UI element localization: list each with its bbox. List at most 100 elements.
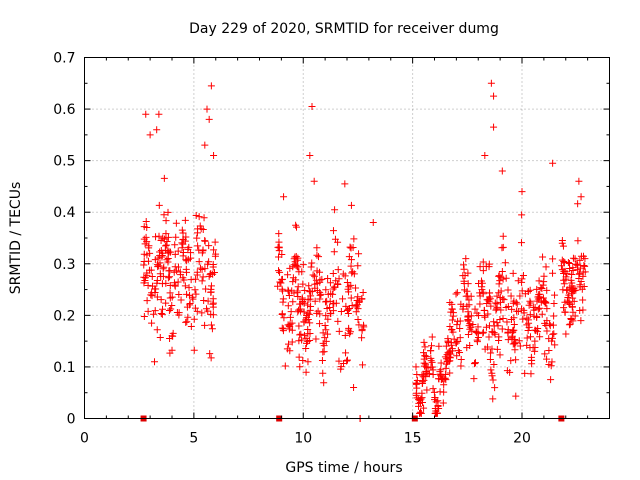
data-point [171,241,179,249]
data-point [574,237,582,245]
data-point [545,346,553,354]
data-point [486,289,494,297]
data-point [182,256,190,264]
data-point [142,218,150,226]
data-point [313,244,321,252]
data-point [500,296,508,304]
data-point [565,299,573,307]
data-point [308,259,316,267]
data-point [318,275,326,283]
data-point [306,319,314,327]
x-tick-label: 15 [404,431,422,447]
data-point [454,347,462,355]
data-point [155,262,163,270]
data-point [183,318,191,326]
data-point [166,282,174,290]
data-point [490,329,498,337]
data-point [442,364,450,372]
data-point [456,348,464,356]
data-point [499,232,507,240]
data-point [347,201,355,209]
data-point [354,293,362,301]
data-point [360,323,368,331]
data-point [479,329,487,337]
data-point [471,359,479,367]
data-point [491,384,499,392]
data-point [343,357,351,365]
data-point [355,297,363,305]
data-point [284,302,292,310]
data-point [143,224,151,232]
data-point [469,320,477,328]
data-point [162,217,170,225]
data-point [459,272,467,280]
data-point [546,322,554,330]
data-point [575,177,583,185]
data-point [482,262,490,270]
data-point [274,243,282,251]
data-point [161,242,169,250]
data-point [512,356,520,364]
data-point [199,246,207,254]
data-point [143,271,151,279]
data-point [504,336,512,344]
data-point [155,110,163,118]
y-tick-label: 0.2 [53,308,75,324]
data-point [162,299,170,307]
data-point [330,299,338,307]
data-point [417,408,425,416]
data-point [434,402,442,410]
data-point [179,248,187,256]
data-point [569,264,577,272]
data-point [157,237,165,245]
data-point [307,302,315,310]
data-point [496,277,504,285]
data-point [349,244,357,252]
data-point [452,339,460,347]
data-point [207,82,215,90]
data-point [549,255,557,263]
data-point [503,318,511,326]
data-point [537,284,545,292]
data-point [569,308,577,316]
data-point [193,268,201,276]
data-point [416,409,424,417]
data-point [341,272,349,280]
data-point [487,302,495,310]
data-point [168,332,176,340]
data-point [460,261,468,269]
data-point [485,295,493,303]
data-point [529,343,537,351]
data-point [487,349,495,357]
data-point [464,330,472,338]
data-point [341,332,349,340]
data-point [422,367,430,375]
data-point [543,305,551,313]
data-point [453,352,461,360]
data-point [305,282,313,290]
data-point [493,345,501,353]
data-point [474,330,482,338]
data-point [171,282,179,290]
data-point [208,325,216,333]
data-point [490,123,498,131]
data-point [339,295,347,303]
data-point [490,318,498,326]
data-point [309,271,317,279]
data-point [517,239,525,247]
data-point [168,293,176,301]
data-point [550,330,558,338]
data-point [549,321,557,329]
data-point [504,329,512,337]
data-point [560,258,568,266]
data-point [210,246,218,254]
data-point [167,305,175,313]
data-point [498,267,506,275]
points-layer [140,79,589,422]
data-point [278,250,286,258]
data-point [324,275,332,283]
data-point [148,319,156,327]
data-point [541,299,549,307]
data-point [306,151,314,159]
